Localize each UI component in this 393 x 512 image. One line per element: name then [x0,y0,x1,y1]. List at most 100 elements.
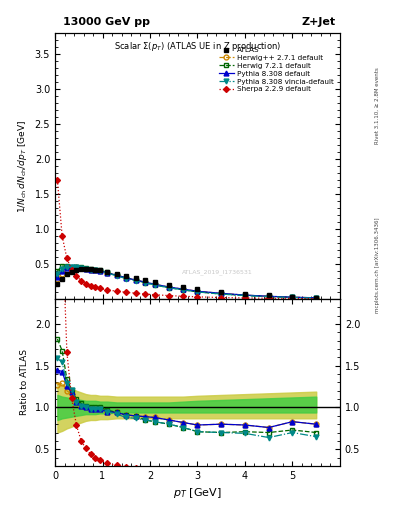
Herwig 7.2.1 default [114,272,119,278]
ATLAS [88,266,93,272]
Pythia 8.308 vincia-default [93,267,98,273]
Pythia 8.308 default [60,268,64,274]
Pythia 8.308 vincia-default [133,278,138,284]
Sherpa 2.2.9 default [195,294,200,300]
ATLAS [98,267,103,273]
ATLAS [93,267,98,273]
Pythia 8.308 vincia-default [152,282,157,288]
Pythia 8.308 vincia-default [60,266,64,272]
Line: Herwig++ 2.7.1 default: Herwig++ 2.7.1 default [55,265,319,300]
Pythia 8.308 vincia-default [69,264,74,270]
Sherpa 2.2.9 default [88,283,93,289]
ATLAS [167,282,171,288]
Herwig 7.2.1 default [79,264,83,270]
Herwig++ 2.7.1 default [290,294,295,300]
Pythia 8.308 vincia-default [55,271,60,278]
Pythia 8.308 default [133,277,138,283]
Pythia 8.308 vincia-default [114,273,119,279]
Herwig 7.2.1 default [167,285,171,291]
Pythia 8.308 default [181,286,185,292]
ATLAS [60,276,64,283]
Herwig++ 2.7.1 default [114,272,119,278]
Text: ATLAS_2019_I1736531: ATLAS_2019_I1736531 [182,269,253,275]
Text: mcplots.cern.ch [arXiv:1306.3436]: mcplots.cern.ch [arXiv:1306.3436] [375,217,380,313]
Pythia 8.308 default [114,272,119,278]
Herwig 7.2.1 default [84,265,88,271]
Sherpa 2.2.9 default [98,285,103,291]
Herwig++ 2.7.1 default [124,275,129,281]
Pythia 8.308 default [98,268,103,274]
ATLAS [74,267,79,273]
ATLAS [124,273,129,279]
ATLAS [114,271,119,277]
Herwig 7.2.1 default [98,267,103,273]
Sherpa 2.2.9 default [69,267,74,273]
Sherpa 2.2.9 default [55,177,60,183]
Pythia 8.308 vincia-default [167,285,171,291]
Pythia 8.308 default [266,293,271,300]
Herwig 7.2.1 default [124,275,129,281]
Pythia 8.308 default [88,267,93,273]
ATLAS [152,279,157,285]
Sherpa 2.2.9 default [143,291,148,297]
Legend: ATLAS, Herwig++ 2.7.1 default, Herwig 7.2.1 default, Pythia 8.308 default, Pythi: ATLAS, Herwig++ 2.7.1 default, Herwig 7.… [217,45,336,95]
Pythia 8.308 default [74,264,79,270]
ATLAS [64,271,69,278]
Herwig++ 2.7.1 default [69,265,74,271]
Herwig 7.2.1 default [314,295,319,301]
Sherpa 2.2.9 default [60,233,64,239]
Sherpa 2.2.9 default [64,255,69,262]
Sherpa 2.2.9 default [314,295,319,302]
Pythia 8.308 vincia-default [181,287,185,293]
Text: 13000 GeV pp: 13000 GeV pp [63,17,150,27]
Line: Pythia 8.308 vincia-default: Pythia 8.308 vincia-default [55,264,319,301]
Sherpa 2.2.9 default [93,284,98,290]
Line: Herwig 7.2.1 default: Herwig 7.2.1 default [55,264,319,301]
Pythia 8.308 vincia-default [266,293,271,300]
Pythia 8.308 default [242,292,247,298]
Sherpa 2.2.9 default [152,292,157,298]
ATLAS [266,292,271,298]
Line: ATLAS: ATLAS [55,266,319,300]
Herwig++ 2.7.1 default [219,290,224,296]
Herwig 7.2.1 default [143,280,148,286]
Pythia 8.308 vincia-default [79,265,83,271]
Herwig++ 2.7.1 default [64,267,69,273]
Sherpa 2.2.9 default [114,288,119,294]
Herwig++ 2.7.1 default [93,267,98,273]
Sherpa 2.2.9 default [74,273,79,279]
ATLAS [242,291,247,297]
Sherpa 2.2.9 default [84,281,88,287]
Pythia 8.308 vincia-default [314,295,319,301]
Pythia 8.308 vincia-default [290,294,295,301]
Herwig 7.2.1 default [105,269,110,275]
Pythia 8.308 vincia-default [98,268,103,274]
Pythia 8.308 default [64,265,69,271]
Herwig++ 2.7.1 default [55,276,60,283]
Herwig++ 2.7.1 default [152,281,157,287]
ATLAS [143,277,148,283]
Sherpa 2.2.9 default [124,289,129,295]
Pythia 8.308 vincia-default [74,264,79,270]
Herwig++ 2.7.1 default [266,293,271,300]
Text: Rivet 3.1.10, ≥ 2.8M events: Rivet 3.1.10, ≥ 2.8M events [375,67,380,144]
Line: Sherpa 2.2.9 default: Sherpa 2.2.9 default [55,178,318,301]
Herwig 7.2.1 default [64,263,69,269]
Herwig++ 2.7.1 default [60,271,64,277]
ATLAS [181,284,185,290]
X-axis label: $p_T$ [GeV]: $p_T$ [GeV] [173,486,222,500]
Pythia 8.308 default [93,267,98,273]
Herwig 7.2.1 default [133,277,138,283]
Pythia 8.308 default [195,288,200,294]
Herwig 7.2.1 default [93,267,98,273]
ATLAS [290,294,295,300]
Herwig++ 2.7.1 default [242,292,247,298]
Pythia 8.308 default [69,264,74,270]
Pythia 8.308 vincia-default [64,264,69,270]
ATLAS [314,294,319,301]
Sherpa 2.2.9 default [290,295,295,302]
Herwig++ 2.7.1 default [314,295,319,301]
Herwig 7.2.1 default [242,292,247,298]
Pythia 8.308 default [219,290,224,296]
Herwig++ 2.7.1 default [105,270,110,276]
